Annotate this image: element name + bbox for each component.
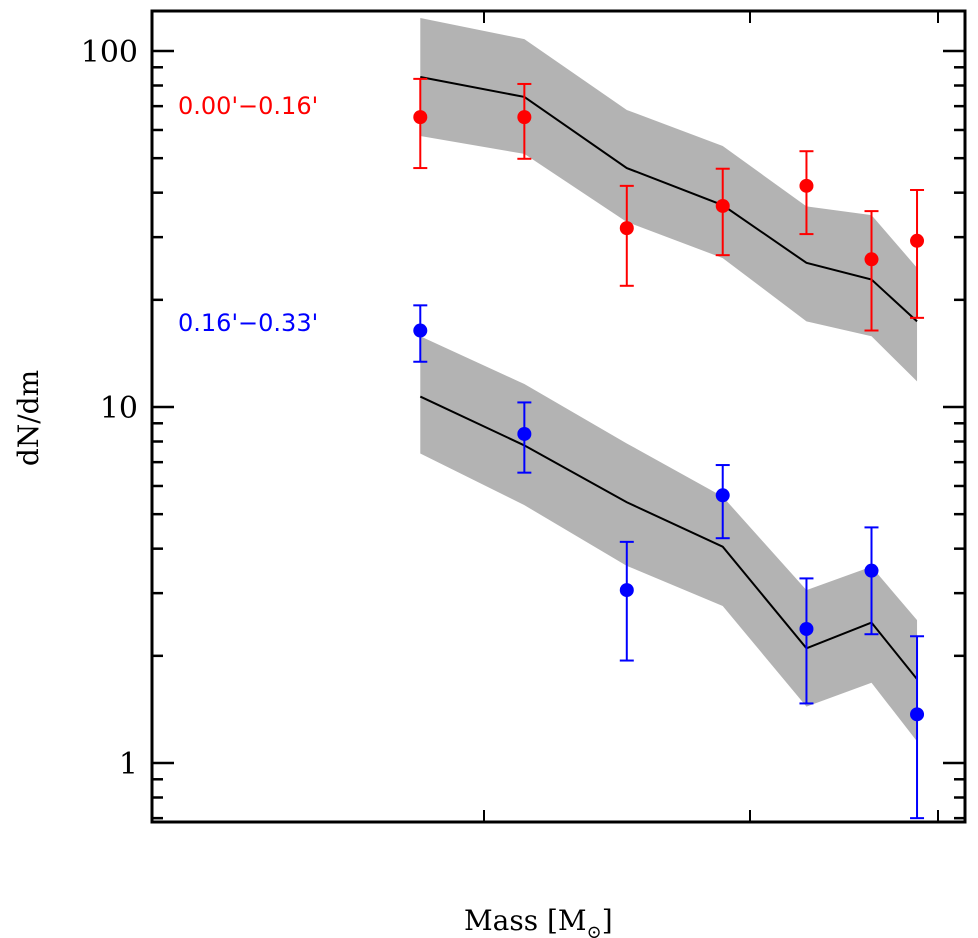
data-point-1-2: [619, 583, 634, 598]
data-point-0-6: [910, 233, 925, 248]
error-bar-0-2: [619, 184, 634, 287]
data-point-1-3: [715, 488, 730, 503]
error-bars: [413, 77, 925, 820]
error-bar-1-4: [799, 577, 814, 705]
y-tick-label-100: 100: [81, 35, 138, 70]
band-series-0: [420, 17, 918, 382]
data-point-1-4: [799, 621, 814, 636]
plot-frame: [150, 9, 967, 824]
error-bar-0-6: [910, 188, 925, 319]
data-point-0-3: [715, 198, 730, 213]
x-axis-label-main: Mass [M: [464, 904, 587, 937]
y-tick-labels: 1 10 100: [81, 35, 138, 782]
data-point-0-4: [799, 178, 814, 193]
error-bar-1-6: [910, 635, 925, 820]
uncertainty-bands: [420, 17, 918, 742]
series-label-blue: 0.16'−0.33': [178, 309, 318, 337]
series-label-red: 0.00'−0.16': [178, 92, 318, 120]
y-tick-label-10: 10: [100, 391, 138, 426]
data-point-1-5: [864, 563, 879, 578]
x-ticks: [483, 11, 939, 822]
x-axis-label-close: ]: [602, 904, 613, 937]
data-point-1-1: [517, 426, 532, 441]
x-axis-label: Mass [M⊙]: [464, 904, 613, 938]
data-point-0-0: [413, 110, 428, 125]
data-point-1-6: [910, 707, 925, 722]
data-point-1-0: [413, 323, 428, 338]
data-point-0-1: [517, 110, 532, 125]
error-bar-1-5: [864, 526, 879, 636]
x-axis-label-subscript: ⊙: [587, 922, 602, 938]
data-point-0-2: [619, 221, 634, 236]
y-tick-label-1: 1: [119, 747, 138, 782]
y-axis-label: dN/dm: [12, 370, 45, 466]
data-points: [413, 110, 925, 722]
y-ticks: [152, 49, 965, 820]
error-bar-0-5: [864, 210, 879, 332]
band-series-1: [420, 336, 918, 742]
error-bar-1-2: [619, 540, 634, 662]
data-point-0-5: [864, 252, 879, 267]
